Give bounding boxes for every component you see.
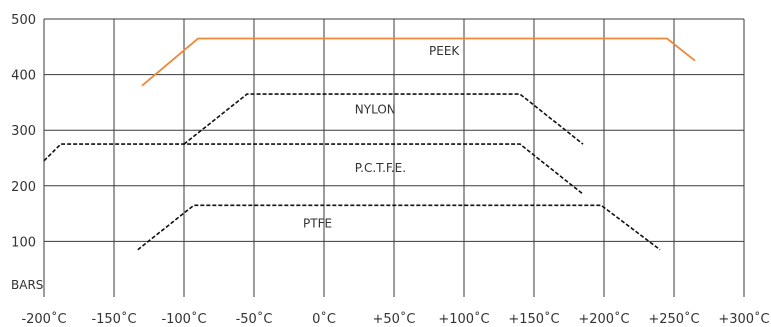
y-unit-label: BARS — [11, 278, 43, 292]
series-line-pctfe — [43, 143, 584, 195]
x-tick-label: +250˚C — [648, 311, 699, 327]
x-tick-label: +100˚C — [438, 311, 489, 327]
labels-group: -200˚C -150˚C -100˚C -50˚C 0˚C +50˚C +100˚C +15… — [11, 13, 769, 327]
series-line-nylon — [183, 93, 584, 145]
y-tick-label: 200 — [11, 180, 36, 195]
y-tick-label: 500 — [11, 13, 36, 28]
y-tick-label: 100 — [11, 235, 36, 250]
series-line-peek — [141, 37, 696, 87]
grid — [43, 18, 745, 297]
x-tick-label: 0˚C — [312, 311, 336, 327]
x-tick-label: -150˚C — [91, 311, 136, 327]
x-tick-label: -200˚C — [21, 311, 66, 327]
series-group — [43, 37, 696, 251]
series-line-ptfe — [137, 204, 661, 251]
x-tick-label: +300˚C — [718, 311, 769, 327]
x-tick-label: -100˚C — [161, 311, 206, 327]
series-label: P.C.T.F.E. — [355, 161, 406, 175]
y-tick-label: 400 — [11, 69, 36, 84]
series-label: PEEK — [429, 44, 460, 58]
series-label: NYLON — [355, 103, 396, 117]
series-label: PTFE — [303, 217, 332, 231]
x-tick-label: -50˚C — [236, 311, 273, 327]
x-tick-label: +50˚C — [372, 311, 415, 327]
x-tick-label: +150˚C — [508, 311, 559, 327]
y-tick-label: 300 — [11, 124, 36, 139]
x-tick-label: +200˚C — [578, 311, 629, 327]
